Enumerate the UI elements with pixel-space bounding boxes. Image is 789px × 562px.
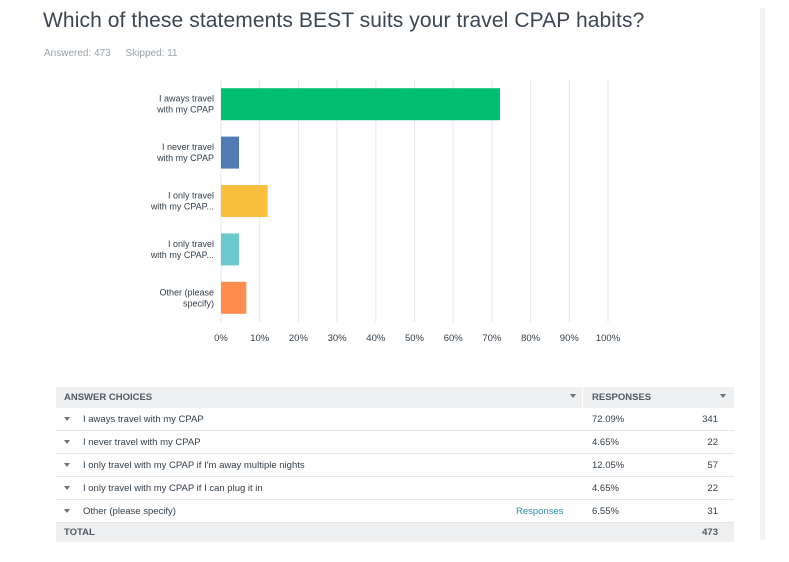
- x-tick-label: 30%: [328, 333, 348, 344]
- category-label: Other (please: [159, 287, 214, 297]
- row-percent: 4.65%: [592, 437, 619, 448]
- scroll-divider: [760, 8, 765, 540]
- header-divider: [582, 387, 583, 408]
- caret-down-icon[interactable]: [64, 440, 70, 444]
- category-label: I never travel: [162, 142, 214, 152]
- x-tick-label: 20%: [289, 333, 309, 344]
- question-title: Which of these statements BEST suits you…: [43, 9, 645, 32]
- row-count: 341: [702, 414, 718, 425]
- table-row: I never travel with my CPAP 4.65% 22: [56, 431, 734, 454]
- bar: [221, 136, 239, 169]
- row-percent: 72.09%: [592, 414, 625, 425]
- row-count: 57: [707, 460, 718, 471]
- header-responses[interactable]: RESPONSES: [592, 392, 652, 403]
- row-label: I only travel with my CPAP if I'm away m…: [83, 460, 305, 471]
- caret-down-icon[interactable]: [64, 486, 70, 490]
- total-count: 473: [702, 527, 718, 538]
- response-stats: Answered: 473 Skipped: 11: [44, 48, 190, 59]
- responses-link[interactable]: Responses: [516, 506, 564, 517]
- table-row: I only travel with my CPAP if I'm away m…: [56, 454, 734, 477]
- row-count: 31: [707, 506, 718, 517]
- row-label: Other (please specify): [83, 506, 176, 517]
- x-tick-label: 70%: [482, 333, 502, 344]
- x-tick-label: 0%: [214, 333, 228, 344]
- row-count: 22: [707, 437, 718, 448]
- x-tick-label: 50%: [405, 333, 425, 344]
- x-tick-label: 40%: [366, 333, 386, 344]
- row-percent: 4.65%: [592, 483, 619, 494]
- bar-chart: 0% 10% 20% 30% 40% 50% 60% 70% 80% 90% 100% I aways…: [150, 80, 621, 344]
- x-tick-label: 10%: [250, 333, 270, 344]
- row-label: I only travel with my CPAP if I can plug…: [83, 483, 263, 494]
- category-label: with my CPAP...: [150, 250, 214, 260]
- x-tick-label: 100%: [596, 333, 621, 344]
- category-label: with my CPAP: [156, 105, 214, 115]
- bar: [221, 233, 239, 266]
- bar: [221, 281, 247, 314]
- row-percent: 6.55%: [592, 506, 619, 517]
- category-label: specify): [183, 298, 214, 308]
- row-label: I never travel with my CPAP: [83, 437, 201, 448]
- caret-down-icon[interactable]: [64, 509, 70, 513]
- row-count: 22: [707, 483, 718, 494]
- category-label: I aways travel: [159, 94, 214, 104]
- skipped-count: Skipped: 11: [125, 48, 178, 59]
- table-row: I only travel with my CPAP if I can plug…: [56, 477, 734, 500]
- total-label: TOTAL: [64, 527, 95, 538]
- header-answer-choices[interactable]: ANSWER CHOICES: [64, 392, 153, 403]
- table-row: Other (please specify) Responses 6.55% 3…: [56, 500, 734, 523]
- sort-answer-chevron-down-icon[interactable]: [570, 394, 576, 398]
- table-total-row: TOTAL 473: [56, 523, 734, 542]
- bar: [221, 88, 500, 121]
- table-row: I aways travel with my CPAP 72.09% 341: [56, 408, 734, 431]
- sort-responses-chevron-down-icon[interactable]: [720, 394, 726, 398]
- caret-down-icon[interactable]: [64, 417, 70, 421]
- answer-table: ANSWER CHOICES RESPONSES I aways travel …: [56, 387, 734, 542]
- x-tick-label: 80%: [521, 333, 541, 344]
- category-label: I only travel: [168, 239, 214, 249]
- row-label: I aways travel with my CPAP: [83, 414, 204, 425]
- category-label: with my CPAP: [156, 153, 214, 163]
- x-tick-label: 60%: [444, 333, 464, 344]
- x-tick-label: 90%: [560, 333, 580, 344]
- row-percent: 12.05%: [592, 460, 625, 471]
- bar: [221, 185, 268, 217]
- category-label: with my CPAP...: [150, 202, 214, 212]
- table-header: ANSWER CHOICES RESPONSES: [56, 387, 734, 408]
- answered-count: Answered: 473: [44, 48, 111, 59]
- category-label: I only travel: [168, 191, 214, 201]
- caret-down-icon[interactable]: [64, 463, 70, 467]
